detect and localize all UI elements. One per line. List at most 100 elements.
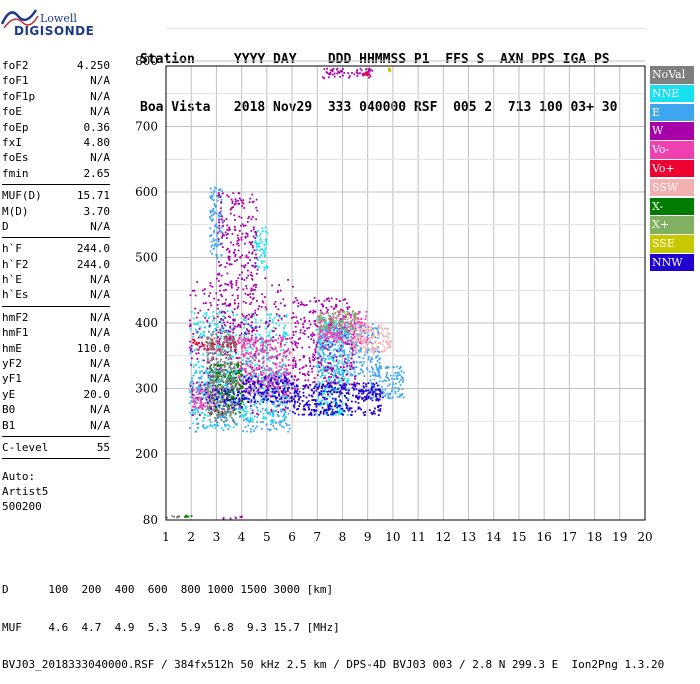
echo-point [262,338,264,340]
echo-point [350,375,352,377]
echo-point [372,392,374,394]
echo-point [201,342,203,344]
echo-point [352,346,354,348]
echo-point [342,403,344,405]
echo-point [202,420,204,422]
echo-point [373,352,375,354]
echo-point [224,311,226,313]
echo-point [328,315,330,317]
echo-point [346,373,348,375]
echo-point [280,343,282,345]
echo-point [208,309,210,311]
echo-point [237,237,239,239]
echo-point [338,321,340,323]
echo-point [278,320,280,322]
echo-point [312,356,314,358]
y-axis-ticks: 80200300400500600700800900 [135,0,158,527]
echo-point [285,411,287,413]
echo-point [387,347,389,349]
echo-point [216,363,218,365]
echo-point [259,246,261,248]
echo-point [341,336,343,338]
echo-point [277,411,279,413]
echo-point [295,366,297,368]
echo-point [386,367,388,369]
echo-point [287,408,289,410]
echo-point [255,322,257,324]
echo-point [284,397,286,399]
echo-point [361,369,363,371]
echo-point [330,346,332,348]
echo-point [385,389,387,391]
echo-point [331,411,333,413]
echo-point [335,404,337,406]
echo-point [253,354,255,356]
echo-point [375,393,377,395]
echo-point [219,373,221,375]
echo-point [322,348,324,350]
echo-point [285,374,287,376]
echo-point [283,389,285,391]
echo-point [262,348,264,350]
echo-point [263,391,265,393]
echo-point [245,408,247,410]
echo-point [329,341,331,343]
echo-point [276,397,278,399]
y-tick-label: 500 [135,251,158,265]
echo-point [206,351,208,353]
echo-point [365,73,367,75]
echo-point [304,305,306,307]
echo-point [225,232,227,234]
echo-point [334,340,336,342]
echo-point [287,279,289,281]
echo-point [366,340,368,342]
echo-point [336,69,338,71]
chart-frame [166,66,645,520]
echo-point [259,249,261,251]
echo-point [266,242,268,244]
echo-point [329,385,331,387]
echo-point [206,320,208,322]
echo-point [363,325,365,327]
echo-point [251,278,253,280]
echo-point [336,329,338,331]
echo-point [296,409,298,411]
echo-point [363,392,365,394]
echo-point [243,404,245,406]
echo-point [348,343,350,345]
echo-point [200,397,202,399]
echo-point [269,382,271,384]
echo-point [213,211,215,213]
echo-point [232,206,234,208]
echo-point [326,344,328,346]
echo-point [334,76,336,78]
echo-point [369,337,371,339]
echo-point [253,430,255,432]
echo-point [247,270,249,272]
echo-point [234,423,236,425]
echo-point [328,358,330,360]
echo-point [340,374,342,376]
echo-point [276,351,278,353]
echo-point [343,384,345,386]
echo-point [327,411,329,413]
echo-point [232,404,234,406]
echo-point [242,430,244,432]
echo-point [262,401,264,403]
echo-point [280,350,282,352]
echo-point [225,357,227,359]
echo-point [241,205,243,207]
echo-point [297,401,299,403]
echo-point [248,390,250,392]
echo-point [251,315,253,317]
echo-point [287,373,289,375]
echo-point [347,321,349,323]
echo-point [289,428,291,430]
echo-point [341,350,343,352]
echo-point [250,356,252,358]
echo-point [326,401,328,403]
echo-point [308,409,310,411]
echo-point [264,269,266,271]
echo-point [366,396,368,398]
echo-point [221,214,223,216]
